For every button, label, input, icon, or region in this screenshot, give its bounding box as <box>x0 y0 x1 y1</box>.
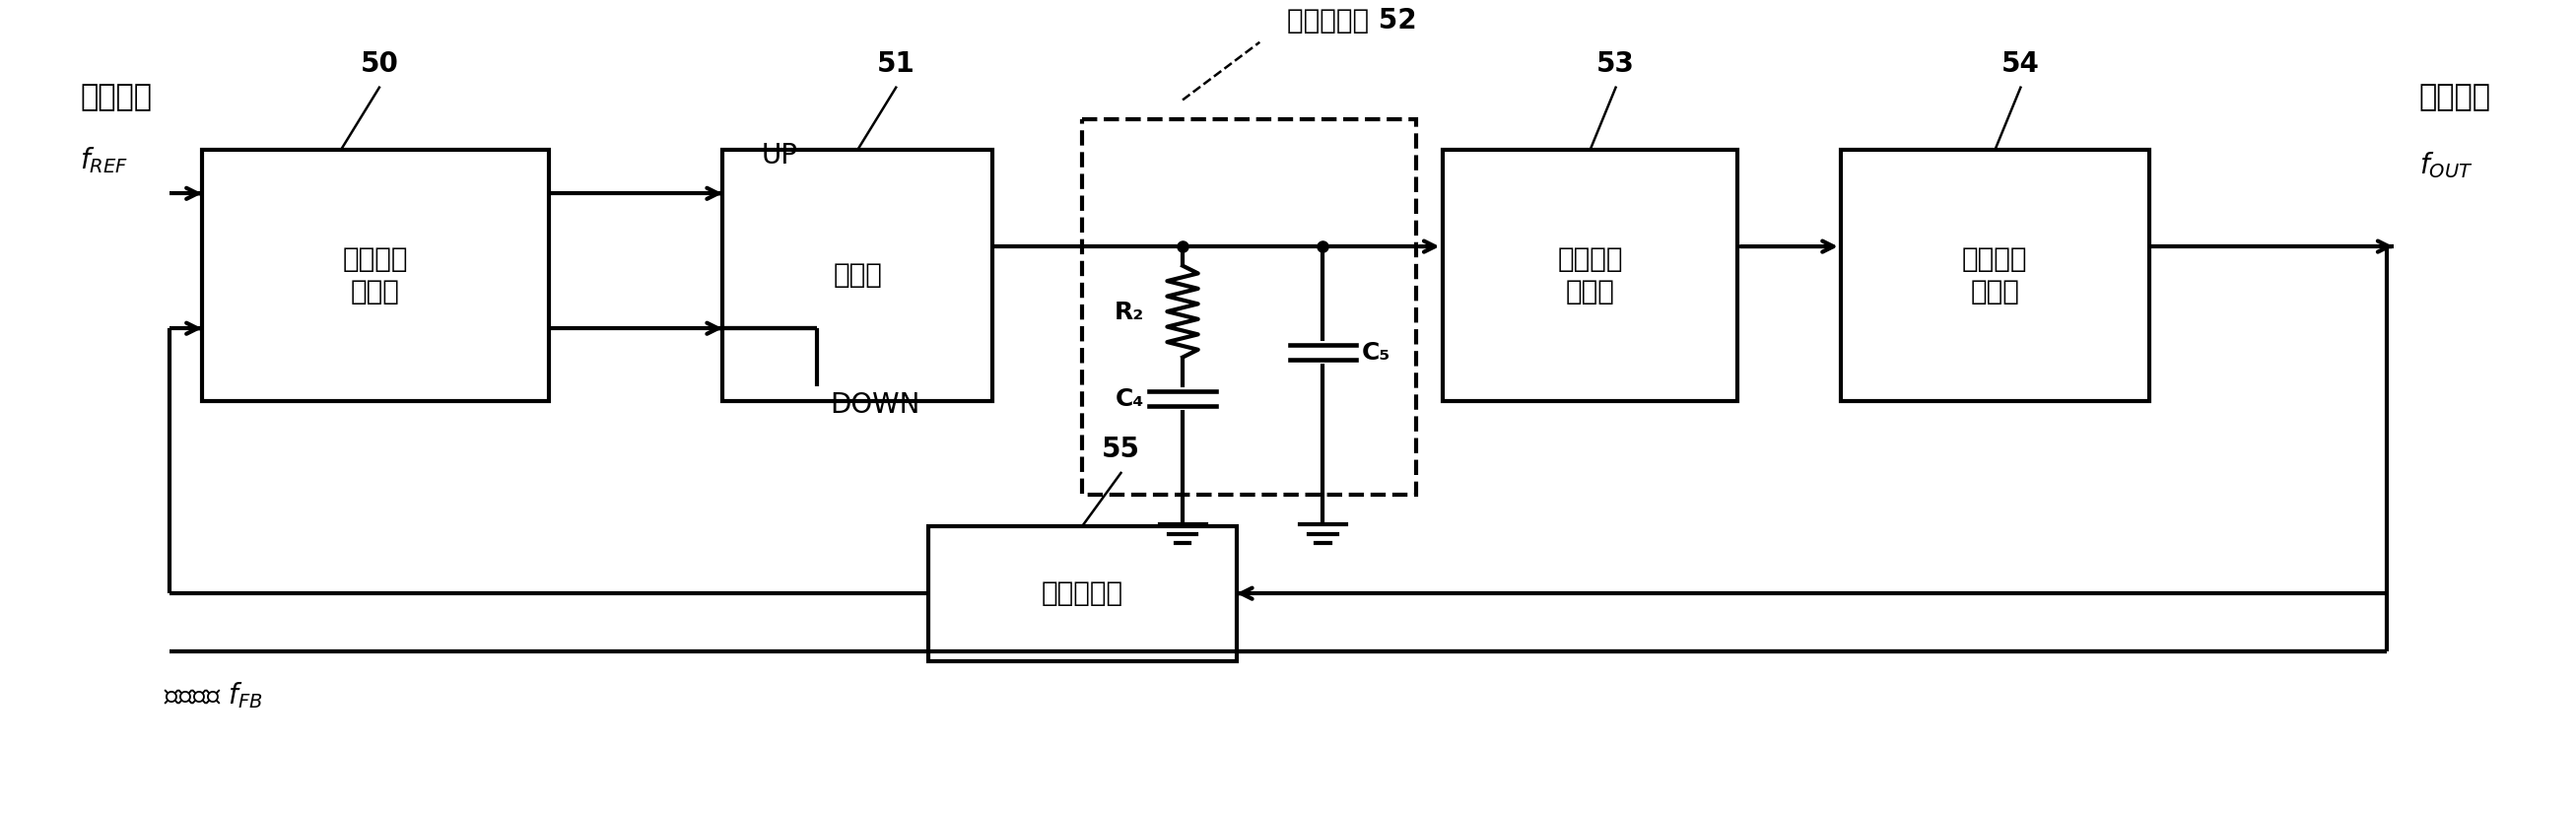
Text: DOWN: DOWN <box>829 391 920 419</box>
Text: 55: 55 <box>1103 436 1141 463</box>
Text: 50: 50 <box>361 50 399 78</box>
Bar <box>1443 150 1739 401</box>
Text: C₅: C₅ <box>1363 341 1391 364</box>
Text: $f_{OUT}$: $f_{OUT}$ <box>2419 150 2473 180</box>
Text: C₄: C₄ <box>1115 387 1144 411</box>
Text: $f_{REF}$: $f_{REF}$ <box>80 146 129 176</box>
Text: 电流控制
振荡器: 电流控制 振荡器 <box>1963 246 2027 305</box>
Text: 电压电流
转换器: 电压电流 转换器 <box>1558 246 1623 305</box>
Bar <box>1082 120 1417 495</box>
Text: 输出信号: 输出信号 <box>2419 83 2491 111</box>
Text: 反馈信号 $f_{FB}$: 反馈信号 $f_{FB}$ <box>162 680 263 711</box>
Bar <box>721 150 992 401</box>
Text: 电荷泵: 电荷泵 <box>832 262 881 289</box>
Bar <box>927 526 1236 661</box>
Text: 54: 54 <box>2002 50 2040 78</box>
Bar <box>201 150 549 401</box>
Text: 反馈分频器: 反馈分频器 <box>1041 580 1123 607</box>
Text: 相位频率
比较器: 相位频率 比较器 <box>343 246 407 305</box>
Bar <box>1842 150 2148 401</box>
Text: 环路滤波器 52: 环路滤波器 52 <box>1288 7 1417 34</box>
Text: 输入信号: 输入信号 <box>80 83 152 111</box>
Text: 53: 53 <box>1597 50 1636 78</box>
Text: 51: 51 <box>876 50 914 78</box>
Text: R₂: R₂ <box>1115 300 1144 324</box>
Text: UP: UP <box>760 141 799 169</box>
